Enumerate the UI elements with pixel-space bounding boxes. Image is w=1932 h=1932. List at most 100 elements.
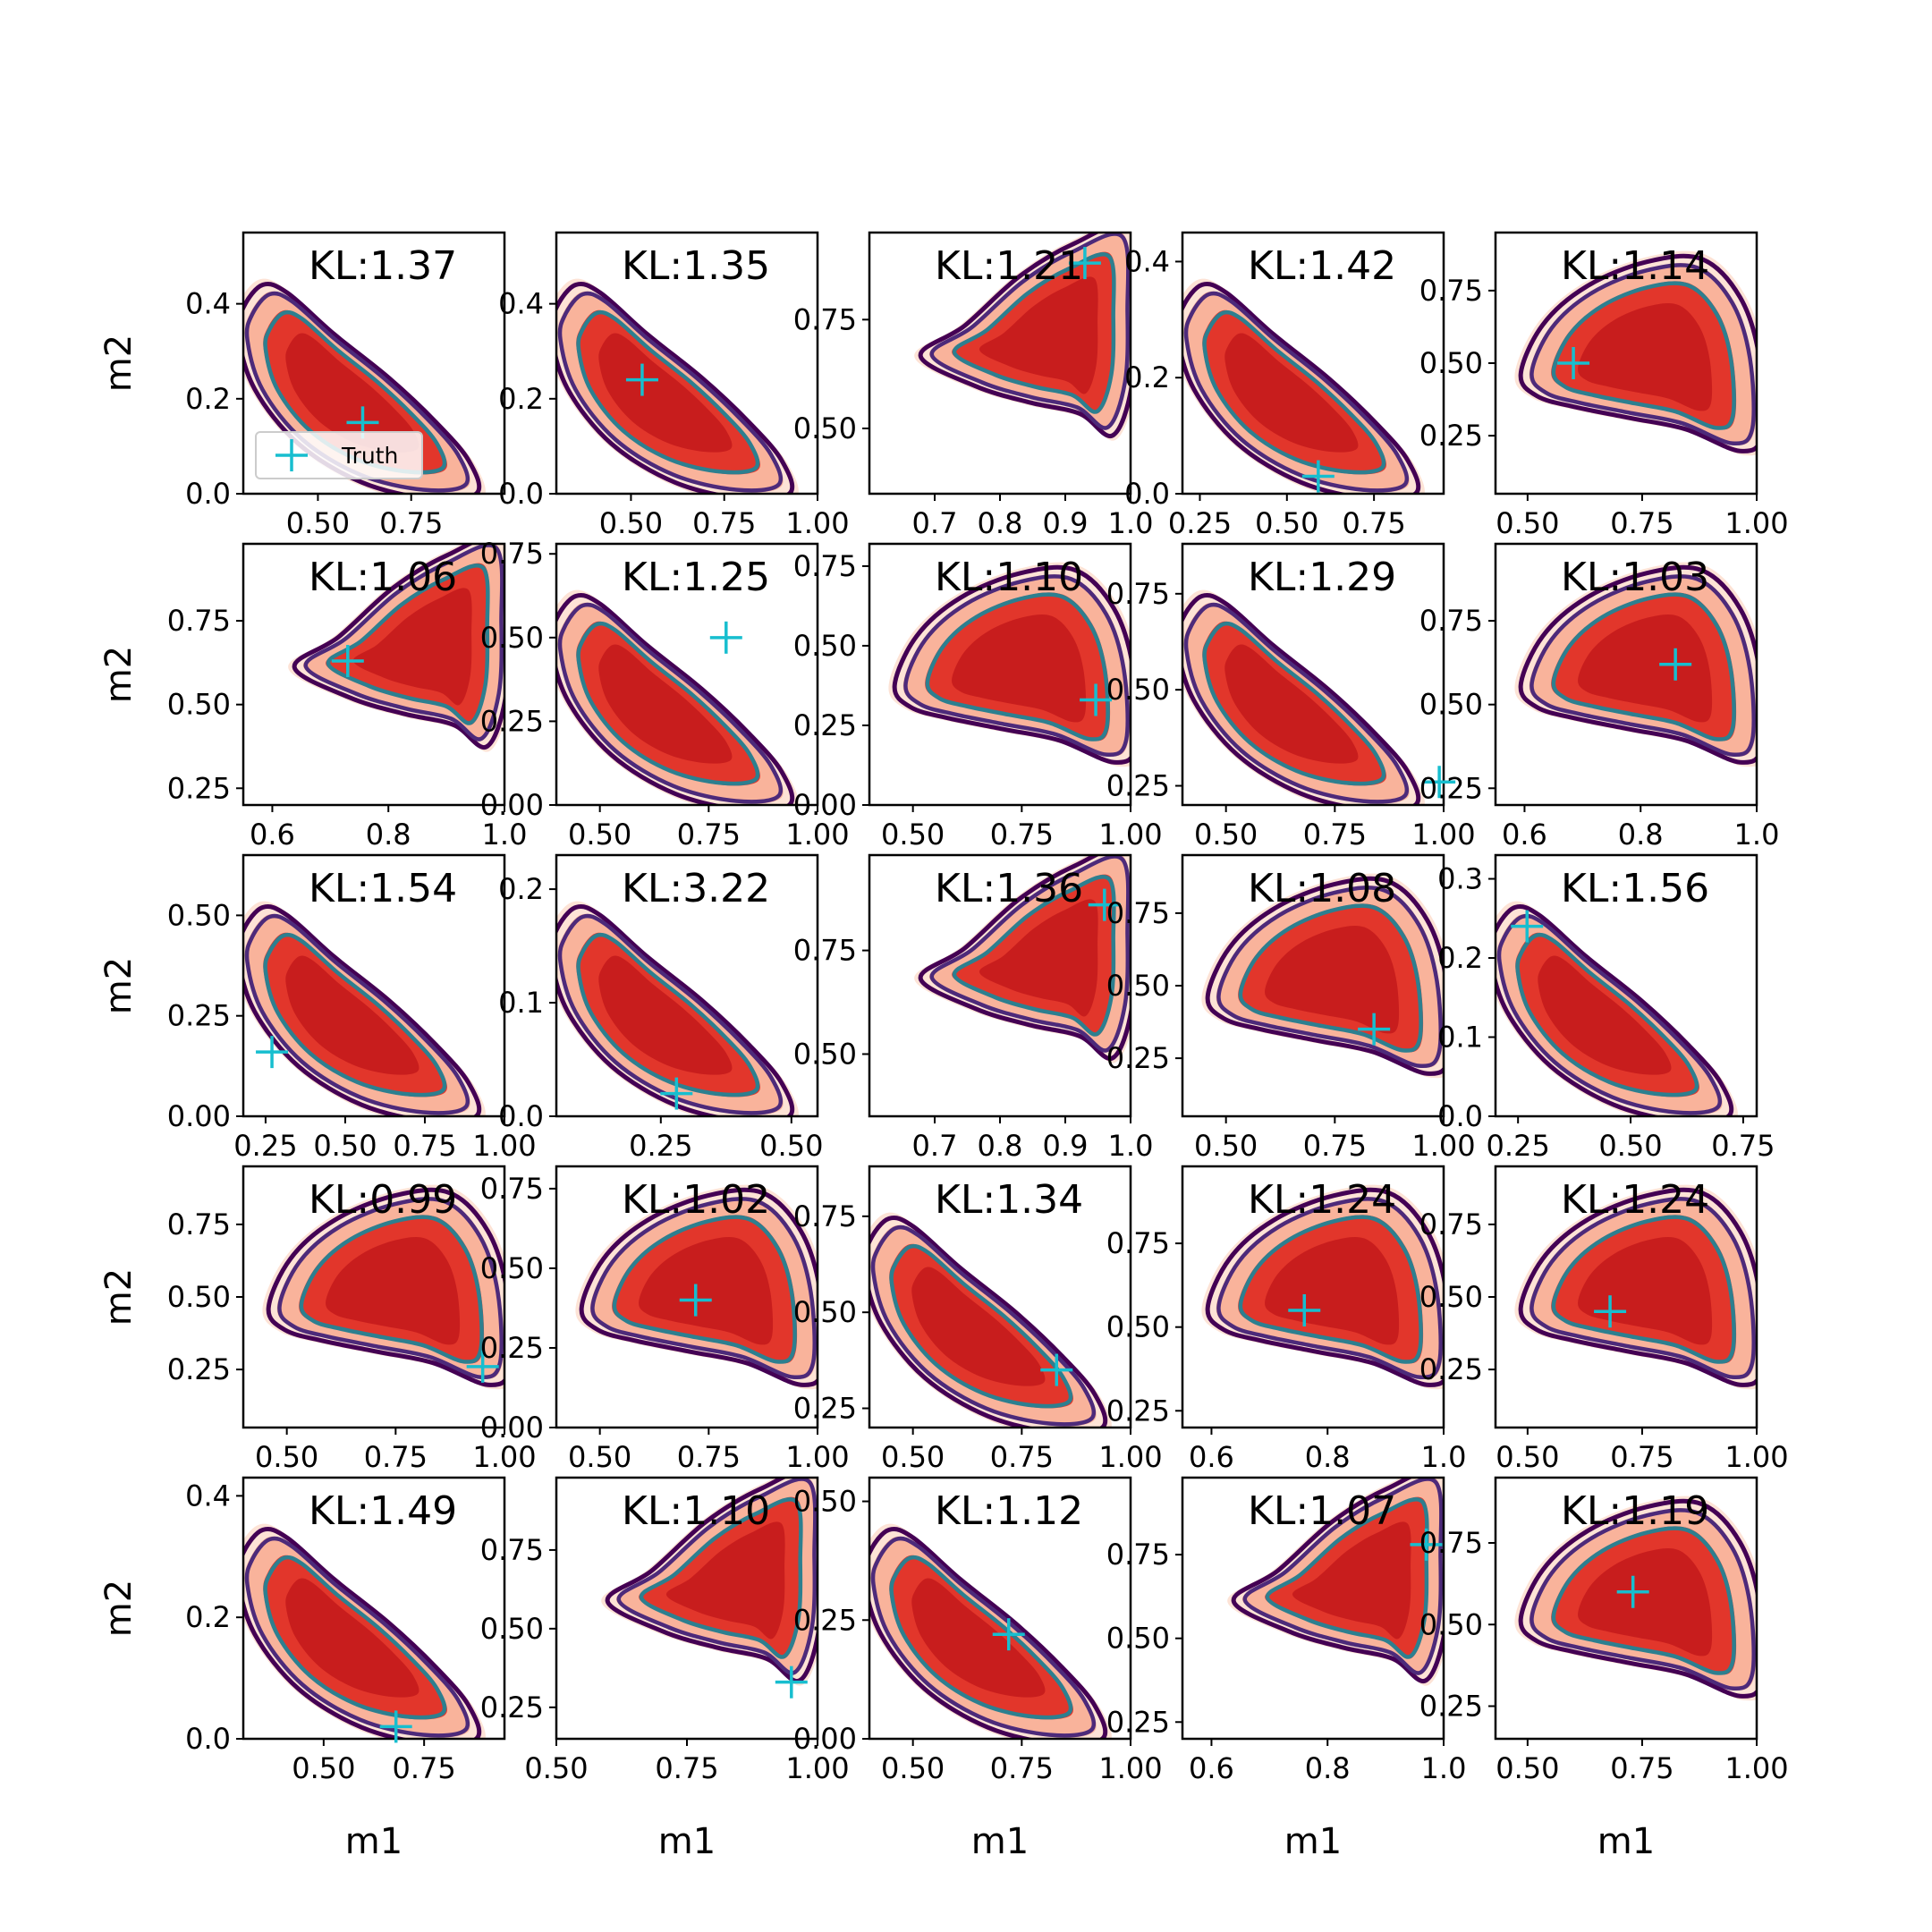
x-tick-label: 0.6 xyxy=(1189,1440,1234,1474)
kl-annotation: KL:1.56 xyxy=(1561,866,1709,911)
kl-annotation: KL:1.35 xyxy=(622,243,770,289)
density-fill-core xyxy=(979,276,1098,394)
panel-r5-c3: 0.50 0.75 1.00 0.00 0.25 0.50 KL:1.12 m1 xyxy=(793,1476,1163,1862)
contour-inner xyxy=(1551,1215,1736,1364)
contour-mid xyxy=(870,1536,1097,1738)
contour-inner xyxy=(1238,903,1423,1053)
density-region xyxy=(601,1478,818,1686)
contour-mid xyxy=(1530,1508,1756,1691)
density-region xyxy=(1201,873,1444,1079)
x-tick-label: 1.00 xyxy=(1098,1751,1162,1785)
axes-frame xyxy=(555,853,819,1118)
y-tick-label: 0.3 xyxy=(1437,862,1483,896)
x-tick-label: 0.75 xyxy=(393,1129,456,1163)
x-axis-label: m1 xyxy=(971,1821,1029,1862)
y-tick-label: 0.75 xyxy=(480,1533,544,1567)
x-tick-label: 0.50 xyxy=(1255,506,1318,540)
y-tick-label: 0.00 xyxy=(480,1411,544,1445)
legend-box xyxy=(255,431,423,479)
y-tick-label: 0.75 xyxy=(480,537,544,571)
panel-r1-c4: 0.25 0.50 0.75 0.0 0.2 0.4 KL:1.42 xyxy=(1124,231,1445,540)
y-tick-label: 0.2 xyxy=(498,382,544,416)
density-region xyxy=(556,278,799,494)
kl-annotation: KL:3.22 xyxy=(622,866,770,911)
y-tick-label: 0.2 xyxy=(185,382,231,416)
contour-inner xyxy=(952,875,1116,1037)
contour-inner xyxy=(639,1497,803,1659)
axes-frame xyxy=(1181,1165,1445,1429)
x-tick-label: 1.0 xyxy=(1108,1129,1154,1163)
density-region xyxy=(1182,589,1425,805)
y-tick-label: 0.50 xyxy=(793,1037,857,1071)
y-tick-label: 0.0 xyxy=(1124,477,1170,511)
y-tick-label: 0.25 xyxy=(1106,1394,1170,1428)
x-tick-label: 1.00 xyxy=(1411,818,1475,852)
y-tick-label: 0.00 xyxy=(480,788,544,822)
density-fill-core xyxy=(1538,955,1672,1075)
contour-outer xyxy=(579,1187,818,1387)
x-tick-label: 1.00 xyxy=(472,1440,536,1474)
y-tick-label: 0.75 xyxy=(167,1208,231,1241)
y-tick-label: 0.2 xyxy=(1124,360,1170,394)
truth-marker xyxy=(1080,683,1113,716)
x-tick-label: 1.00 xyxy=(1098,1440,1162,1474)
x-tick-label: 0.75 xyxy=(393,1751,456,1785)
x-tick-label: 1.0 xyxy=(1108,506,1154,540)
y-tick-label: 0.25 xyxy=(1106,1705,1170,1739)
x-tick-label: 0.50 xyxy=(881,1751,945,1785)
x-tick-label: 0.75 xyxy=(1610,1440,1674,1474)
x-tick-label: 0.75 xyxy=(1610,506,1674,540)
x-tick-label: 0.75 xyxy=(1343,506,1406,540)
y-tick-label: 0.50 xyxy=(793,629,857,663)
x-tick-label: 0.75 xyxy=(364,1440,428,1474)
y-tick-label: 0.75 xyxy=(480,1172,544,1206)
x-tick-label: 0.50 xyxy=(1598,1129,1662,1163)
panel-r1-c2: 0.50 0.75 1.00 0.0 0.2 0.4 KL:1.35 xyxy=(498,231,850,540)
density-fill-core xyxy=(665,1521,785,1640)
contour-outer xyxy=(556,281,795,494)
x-tick-label: 0.50 xyxy=(881,1440,945,1474)
contour-inner xyxy=(263,932,447,1097)
contour-mid xyxy=(1216,1197,1443,1380)
x-tick-label: 0.50 xyxy=(313,1129,377,1163)
x-tick-label: 0.8 xyxy=(1618,818,1664,852)
contour-inner xyxy=(576,621,760,786)
x-axis-label: m1 xyxy=(345,1821,402,1862)
kl-annotation: KL:1.02 xyxy=(622,1177,770,1223)
y-tick-label: 0.0 xyxy=(498,477,544,511)
x-axis-label: m1 xyxy=(1284,1821,1342,1862)
y-tick-label: 0.4 xyxy=(185,287,231,321)
truth-marker xyxy=(1301,460,1335,493)
contour-outer xyxy=(869,1215,1108,1428)
y-tick-label: 0.25 xyxy=(167,771,231,805)
panel-r4-c4: 0.6 0.8 1.0 0.25 0.50 0.75 KL:1.24 xyxy=(1106,1165,1466,1474)
x-tick-label: 0.8 xyxy=(1305,1440,1351,1474)
density-region xyxy=(556,589,799,805)
y-tick-label: 0.0 xyxy=(498,1099,544,1133)
y-tick-label: 0.75 xyxy=(1419,1526,1483,1560)
y-tick-label: 0.25 xyxy=(1419,771,1483,805)
y-tick-label: 0.25 xyxy=(480,1690,544,1724)
density-region xyxy=(914,233,1131,441)
y-axis-label: m2 xyxy=(98,1268,140,1326)
x-tick-label: 1.00 xyxy=(1724,1440,1788,1474)
y-tick-label: 0.50 xyxy=(167,898,231,932)
kl-annotation: KL:1.10 xyxy=(935,555,1083,600)
truth-marker xyxy=(1511,910,1544,943)
axes-frame xyxy=(1494,853,1758,1118)
truth-marker xyxy=(1068,247,1101,280)
y-tick-label: 0.2 xyxy=(498,872,544,906)
contour-outer xyxy=(1182,592,1421,805)
truth-marker xyxy=(1659,648,1692,681)
density-fill-core xyxy=(1224,333,1359,453)
contour-mid xyxy=(1530,574,1756,758)
axes-frame xyxy=(242,1476,506,1741)
density-region xyxy=(869,1212,1112,1428)
x-axis-label: m1 xyxy=(658,1821,716,1862)
contour-inner xyxy=(263,1555,447,1720)
contour-outer xyxy=(605,1478,818,1684)
density-region xyxy=(869,1523,1112,1739)
density-fill-core xyxy=(979,899,1098,1017)
truth-marker xyxy=(1358,1013,1391,1046)
y-tick-label: 0.75 xyxy=(1106,1538,1170,1572)
